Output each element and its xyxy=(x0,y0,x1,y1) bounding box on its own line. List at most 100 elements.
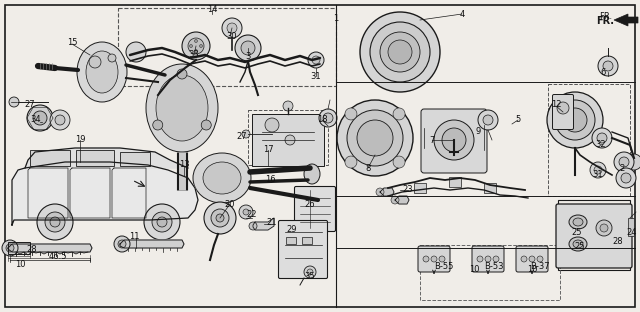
Text: 24: 24 xyxy=(627,228,637,237)
Circle shape xyxy=(108,54,116,62)
Circle shape xyxy=(312,56,320,64)
Circle shape xyxy=(50,110,70,130)
Circle shape xyxy=(239,205,253,219)
Circle shape xyxy=(118,240,126,248)
Text: 11: 11 xyxy=(129,232,140,241)
Text: 31: 31 xyxy=(593,170,604,179)
Polygon shape xyxy=(8,244,92,252)
Text: B-53: B-53 xyxy=(484,262,504,271)
Ellipse shape xyxy=(77,42,127,102)
Circle shape xyxy=(594,166,602,174)
Circle shape xyxy=(376,188,384,196)
Circle shape xyxy=(597,133,607,143)
Text: 28: 28 xyxy=(612,237,623,246)
Circle shape xyxy=(600,224,608,232)
Circle shape xyxy=(283,101,293,111)
Circle shape xyxy=(345,156,357,168)
Circle shape xyxy=(388,40,412,64)
Text: B-37: B-37 xyxy=(530,262,550,271)
Text: 1: 1 xyxy=(333,14,339,23)
Circle shape xyxy=(596,220,612,236)
Text: 16: 16 xyxy=(265,175,275,184)
Text: 14: 14 xyxy=(207,5,217,14)
Text: 2: 2 xyxy=(620,164,625,173)
Circle shape xyxy=(201,120,211,130)
Circle shape xyxy=(590,162,606,178)
Ellipse shape xyxy=(569,215,587,229)
Bar xyxy=(76,150,114,166)
Bar xyxy=(558,200,630,270)
Polygon shape xyxy=(395,196,409,204)
Circle shape xyxy=(200,45,202,47)
Circle shape xyxy=(126,42,146,62)
Circle shape xyxy=(285,135,295,145)
Circle shape xyxy=(249,222,257,230)
Text: 23: 23 xyxy=(403,185,413,194)
Text: 32: 32 xyxy=(596,140,606,149)
Text: 27: 27 xyxy=(237,132,247,141)
Bar xyxy=(252,114,324,166)
Text: 22: 22 xyxy=(247,210,257,219)
FancyBboxPatch shape xyxy=(421,109,487,173)
Circle shape xyxy=(50,217,60,227)
Circle shape xyxy=(347,110,403,166)
Circle shape xyxy=(391,196,399,204)
Text: 19: 19 xyxy=(75,135,85,144)
Ellipse shape xyxy=(573,240,583,248)
Circle shape xyxy=(537,256,543,262)
Circle shape xyxy=(370,22,430,82)
Circle shape xyxy=(152,212,172,232)
FancyBboxPatch shape xyxy=(552,95,573,129)
Circle shape xyxy=(235,35,261,61)
Circle shape xyxy=(308,52,324,68)
Text: 20: 20 xyxy=(225,200,236,209)
Circle shape xyxy=(621,173,631,183)
FancyBboxPatch shape xyxy=(516,246,548,272)
Circle shape xyxy=(493,256,499,262)
Circle shape xyxy=(195,40,198,42)
Bar xyxy=(8,242,30,254)
Circle shape xyxy=(241,41,255,55)
Ellipse shape xyxy=(203,162,241,194)
Circle shape xyxy=(393,156,405,168)
Bar xyxy=(420,245,560,300)
Circle shape xyxy=(557,102,569,114)
Text: 9: 9 xyxy=(476,127,481,136)
Bar xyxy=(248,110,328,165)
Polygon shape xyxy=(253,218,274,230)
Circle shape xyxy=(157,217,167,227)
FancyBboxPatch shape xyxy=(418,246,450,272)
Ellipse shape xyxy=(569,237,587,251)
Bar xyxy=(414,183,426,193)
Text: 8: 8 xyxy=(365,164,371,173)
Text: 12: 12 xyxy=(551,100,561,109)
Circle shape xyxy=(547,92,603,148)
Circle shape xyxy=(563,108,587,132)
Circle shape xyxy=(89,56,101,68)
Text: 27: 27 xyxy=(25,100,35,109)
Circle shape xyxy=(177,69,187,79)
Text: 10: 10 xyxy=(527,265,537,274)
Text: 33: 33 xyxy=(189,50,200,59)
Circle shape xyxy=(2,240,18,256)
Text: 4: 4 xyxy=(460,10,465,19)
Text: 46.5: 46.5 xyxy=(49,252,67,261)
Text: 13: 13 xyxy=(179,160,189,169)
Circle shape xyxy=(345,108,357,120)
Ellipse shape xyxy=(156,75,208,141)
Circle shape xyxy=(434,120,474,160)
Text: 31: 31 xyxy=(310,72,321,81)
Bar xyxy=(484,183,496,193)
Text: 34: 34 xyxy=(31,115,42,124)
Circle shape xyxy=(222,18,242,38)
Bar xyxy=(628,218,634,236)
Text: 25: 25 xyxy=(575,242,585,251)
Circle shape xyxy=(442,128,466,152)
Circle shape xyxy=(6,244,14,252)
Circle shape xyxy=(357,120,393,156)
Circle shape xyxy=(477,256,483,262)
Ellipse shape xyxy=(146,64,218,152)
Bar xyxy=(548,84,630,196)
Circle shape xyxy=(478,110,498,130)
Bar xyxy=(120,152,150,166)
